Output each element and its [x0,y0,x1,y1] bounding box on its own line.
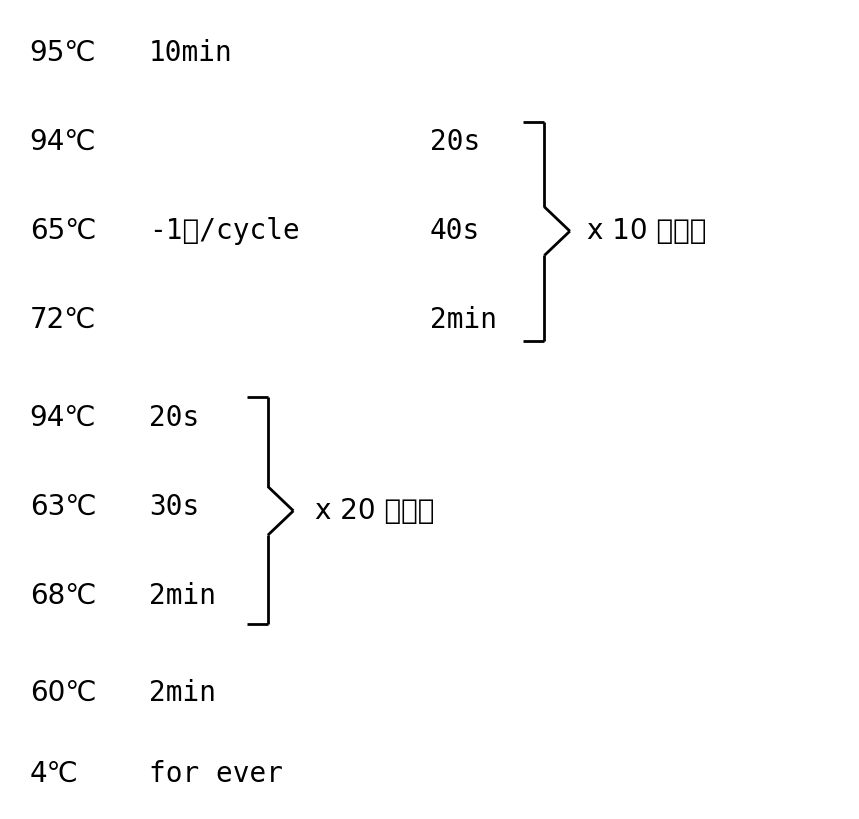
Text: -1℃/cycle: -1℃/cycle [149,217,300,245]
Text: 20s: 20s [430,128,479,156]
Text: 94℃: 94℃ [30,404,96,432]
Text: x 10 个循环: x 10 个循环 [587,217,706,245]
Text: 4℃: 4℃ [30,760,78,789]
Text: 2min: 2min [149,582,216,610]
Text: 40s: 40s [430,217,479,245]
Text: 2min: 2min [149,679,216,708]
Text: 30s: 30s [149,493,199,521]
Text: 65℃: 65℃ [30,217,96,245]
Text: x 20 个循环: x 20 个循环 [314,497,434,525]
Text: 68℃: 68℃ [30,582,96,610]
Text: 10min: 10min [149,38,233,67]
Text: 20s: 20s [149,404,199,432]
Text: 60℃: 60℃ [30,679,96,708]
Text: 72℃: 72℃ [30,306,96,334]
Text: 94℃: 94℃ [30,128,96,156]
Text: 63℃: 63℃ [30,493,96,521]
Text: 95℃: 95℃ [30,38,96,67]
Text: 2min: 2min [430,306,497,334]
Text: for ever: for ever [149,760,283,789]
